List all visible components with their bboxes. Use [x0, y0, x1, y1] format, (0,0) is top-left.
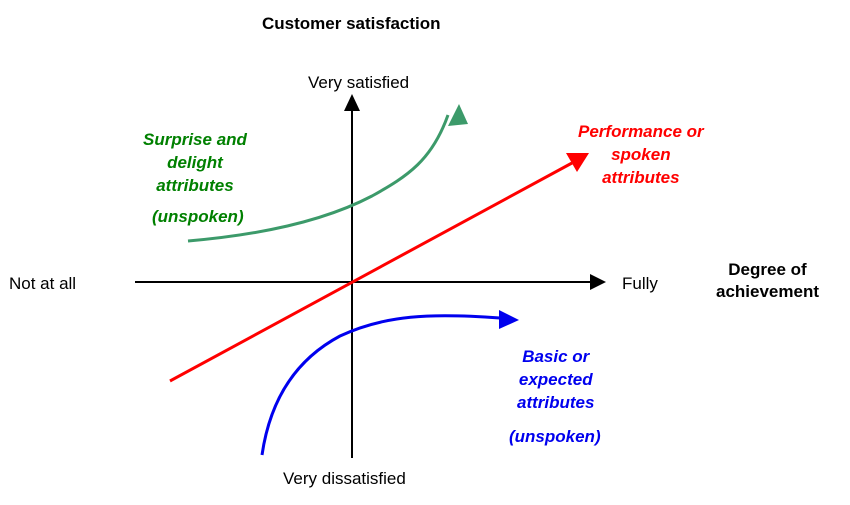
y-axis-bottom-label: Very dissatisfied	[283, 469, 406, 488]
surprise-delight-curve	[187, 114, 450, 243]
x-axis-left-label: Not at all	[9, 274, 77, 293]
basic-label-line2: expected	[518, 370, 593, 389]
performance-arrowhead	[566, 153, 589, 172]
basic-expected-label: Basic or expected attributes	[517, 345, 594, 414]
surprise-label-line1: Surprise and	[143, 130, 247, 149]
surprise-label-line2: delight	[167, 153, 223, 172]
x-axis-right-label: Fully	[622, 274, 658, 293]
x-axis-arrowhead	[590, 274, 606, 290]
x-axis-name-line1: Degree of	[728, 260, 807, 279]
basic-label-line3: attributes	[517, 393, 595, 412]
y-axis-arrowhead	[344, 94, 360, 111]
y-axis-top-label: Very satisfied	[308, 73, 410, 92]
performance-label-line1: Performance or	[578, 122, 704, 141]
basic-expected-arrowhead	[499, 310, 519, 329]
performance-line	[169, 161, 573, 383]
surprise-delight-label: Surprise and delight attributes	[143, 128, 247, 197]
x-axis-name: Degree of achievement	[716, 259, 819, 303]
performance-label: Performance or spoken attributes	[578, 120, 704, 189]
x-axis-name-line2: achievement	[716, 282, 819, 301]
performance-label-line2: spoken	[611, 145, 671, 164]
basic-unspoken-note: (unspoken)	[509, 427, 601, 446]
basic-label-line1: Basic or	[522, 347, 590, 366]
surprise-label-line3: attributes	[156, 176, 234, 195]
chart-title: Customer satisfaction	[262, 14, 441, 33]
performance-label-line3: attributes	[602, 168, 680, 187]
surprise-unspoken-note: (unspoken)	[152, 207, 244, 226]
surprise-delight-arrowhead	[448, 104, 468, 126]
basic-expected-curve	[260, 314, 501, 456]
